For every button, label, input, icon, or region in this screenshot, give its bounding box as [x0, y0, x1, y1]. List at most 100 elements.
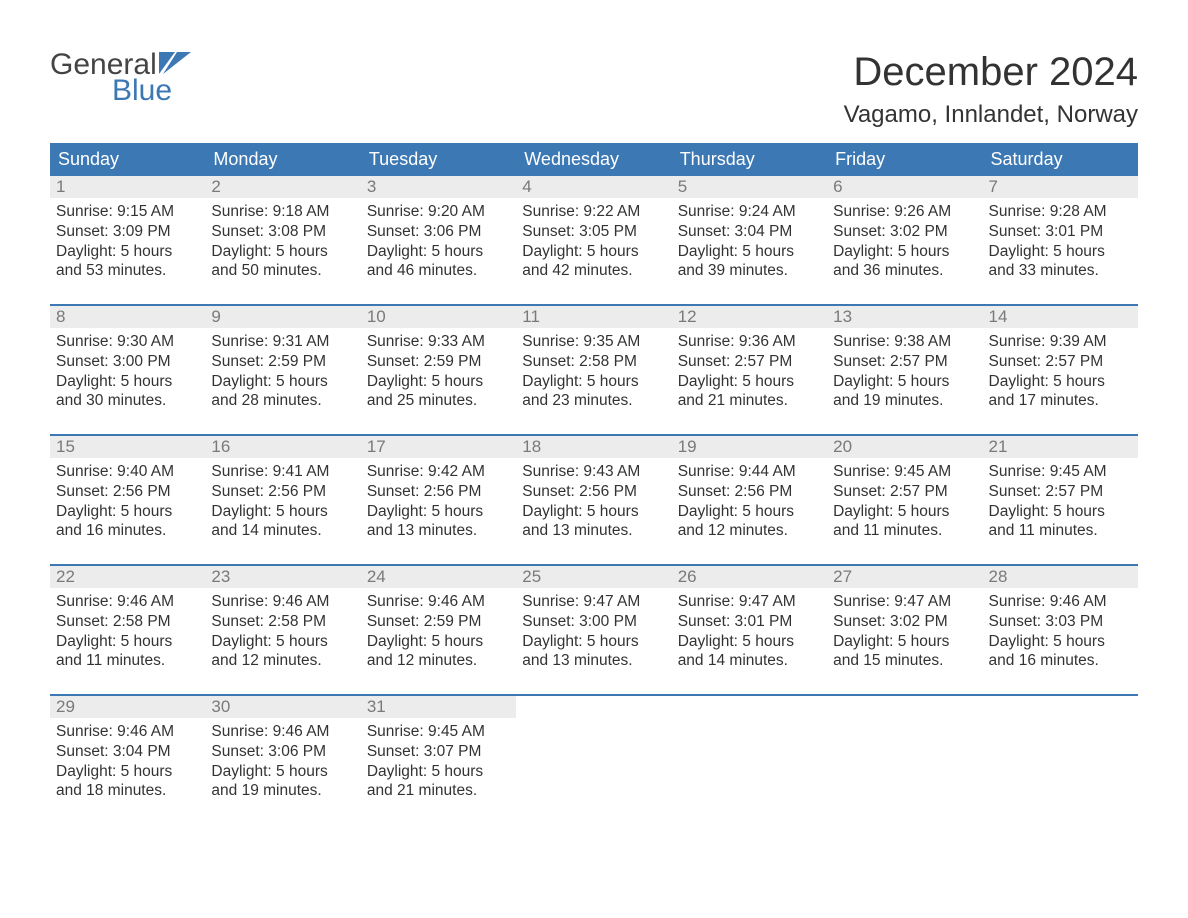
calendar-day: 2Sunrise: 9:18 AMSunset: 3:08 PMDaylight… [205, 176, 360, 294]
calendar-day: 6Sunrise: 9:26 AMSunset: 3:02 PMDaylight… [827, 176, 982, 294]
day-details: Sunrise: 9:47 AMSunset: 3:00 PMDaylight:… [516, 588, 671, 677]
day-details: Sunrise: 9:33 AMSunset: 2:59 PMDaylight:… [361, 328, 516, 417]
daylight-line: Daylight: 5 hours and 11 minutes. [833, 502, 976, 542]
calendar-day: 12Sunrise: 9:36 AMSunset: 2:57 PMDayligh… [672, 306, 827, 424]
daylight-line: Daylight: 5 hours and 21 minutes. [678, 372, 821, 412]
day-details: Sunrise: 9:40 AMSunset: 2:56 PMDaylight:… [50, 458, 205, 547]
day-number: 28 [983, 566, 1138, 588]
dow-sunday: Sunday [50, 143, 205, 176]
dow-saturday: Saturday [983, 143, 1138, 176]
sunset-line: Sunset: 2:58 PM [522, 352, 665, 372]
sunrise-line: Sunrise: 9:45 AM [833, 462, 976, 482]
day-number: 8 [50, 306, 205, 328]
calendar-day: 20Sunrise: 9:45 AMSunset: 2:57 PMDayligh… [827, 436, 982, 554]
calendar-week: 15Sunrise: 9:40 AMSunset: 2:56 PMDayligh… [50, 434, 1138, 554]
day-number: 13 [827, 306, 982, 328]
daylight-line: Daylight: 5 hours and 17 minutes. [989, 372, 1132, 412]
day-number: 5 [672, 176, 827, 198]
sunrise-line: Sunrise: 9:46 AM [367, 592, 510, 612]
sunset-line: Sunset: 2:56 PM [522, 482, 665, 502]
daylight-line: Daylight: 5 hours and 11 minutes. [56, 632, 199, 672]
sunrise-line: Sunrise: 9:30 AM [56, 332, 199, 352]
sunset-line: Sunset: 3:05 PM [522, 222, 665, 242]
sunset-line: Sunset: 3:06 PM [211, 742, 354, 762]
daylight-line: Daylight: 5 hours and 53 minutes. [56, 242, 199, 282]
day-number: 6 [827, 176, 982, 198]
sunrise-line: Sunrise: 9:31 AM [211, 332, 354, 352]
day-details: Sunrise: 9:44 AMSunset: 2:56 PMDaylight:… [672, 458, 827, 547]
day-details: Sunrise: 9:46 AMSunset: 2:58 PMDaylight:… [205, 588, 360, 677]
dow-friday: Friday [827, 143, 982, 176]
calendar-day: 14Sunrise: 9:39 AMSunset: 2:57 PMDayligh… [983, 306, 1138, 424]
daylight-line: Daylight: 5 hours and 19 minutes. [211, 762, 354, 802]
day-number: 15 [50, 436, 205, 458]
day-number: 9 [205, 306, 360, 328]
calendar-day: 10Sunrise: 9:33 AMSunset: 2:59 PMDayligh… [361, 306, 516, 424]
daylight-line: Daylight: 5 hours and 12 minutes. [367, 632, 510, 672]
sunset-line: Sunset: 3:06 PM [367, 222, 510, 242]
day-number: 4 [516, 176, 671, 198]
sunrise-line: Sunrise: 9:33 AM [367, 332, 510, 352]
sunset-line: Sunset: 3:04 PM [678, 222, 821, 242]
day-number: 3 [361, 176, 516, 198]
day-details: Sunrise: 9:15 AMSunset: 3:09 PMDaylight:… [50, 198, 205, 287]
daylight-line: Daylight: 5 hours and 19 minutes. [833, 372, 976, 412]
sunrise-line: Sunrise: 9:26 AM [833, 202, 976, 222]
day-details: Sunrise: 9:22 AMSunset: 3:05 PMDaylight:… [516, 198, 671, 287]
sunset-line: Sunset: 2:57 PM [678, 352, 821, 372]
calendar-day: 21Sunrise: 9:45 AMSunset: 2:57 PMDayligh… [983, 436, 1138, 554]
sunset-line: Sunset: 3:00 PM [56, 352, 199, 372]
day-number: 20 [827, 436, 982, 458]
day-number: 27 [827, 566, 982, 588]
sunset-line: Sunset: 3:09 PM [56, 222, 199, 242]
daylight-line: Daylight: 5 hours and 16 minutes. [56, 502, 199, 542]
sunrise-line: Sunrise: 9:41 AM [211, 462, 354, 482]
day-details: Sunrise: 9:38 AMSunset: 2:57 PMDaylight:… [827, 328, 982, 417]
day-details: Sunrise: 9:20 AMSunset: 3:06 PMDaylight:… [361, 198, 516, 287]
calendar-day: 28Sunrise: 9:46 AMSunset: 3:03 PMDayligh… [983, 566, 1138, 684]
sunrise-line: Sunrise: 9:45 AM [367, 722, 510, 742]
sunset-line: Sunset: 2:59 PM [367, 612, 510, 632]
calendar-week: 8Sunrise: 9:30 AMSunset: 3:00 PMDaylight… [50, 304, 1138, 424]
day-number: 11 [516, 306, 671, 328]
daylight-line: Daylight: 5 hours and 42 minutes. [522, 242, 665, 282]
title-block: December 2024 Vagamo, Innlandet, Norway [844, 50, 1138, 129]
day-details: Sunrise: 9:45 AMSunset: 2:57 PMDaylight:… [827, 458, 982, 547]
sunset-line: Sunset: 2:59 PM [367, 352, 510, 372]
day-details: Sunrise: 9:30 AMSunset: 3:00 PMDaylight:… [50, 328, 205, 417]
sunset-line: Sunset: 3:03 PM [989, 612, 1132, 632]
calendar-day: 22Sunrise: 9:46 AMSunset: 2:58 PMDayligh… [50, 566, 205, 684]
daylight-line: Daylight: 5 hours and 12 minutes. [211, 632, 354, 672]
daylight-line: Daylight: 5 hours and 39 minutes. [678, 242, 821, 282]
day-details: Sunrise: 9:47 AMSunset: 3:02 PMDaylight:… [827, 588, 982, 677]
day-details: Sunrise: 9:39 AMSunset: 2:57 PMDaylight:… [983, 328, 1138, 417]
daylight-line: Daylight: 5 hours and 46 minutes. [367, 242, 510, 282]
daylight-line: Daylight: 5 hours and 11 minutes. [989, 502, 1132, 542]
daylight-line: Daylight: 5 hours and 30 minutes. [56, 372, 199, 412]
day-details: Sunrise: 9:28 AMSunset: 3:01 PMDaylight:… [983, 198, 1138, 287]
sunset-line: Sunset: 2:59 PM [211, 352, 354, 372]
daylight-line: Daylight: 5 hours and 23 minutes. [522, 372, 665, 412]
day-number: 1 [50, 176, 205, 198]
day-number: 2 [205, 176, 360, 198]
sunset-line: Sunset: 3:01 PM [989, 222, 1132, 242]
calendar-day: 11Sunrise: 9:35 AMSunset: 2:58 PMDayligh… [516, 306, 671, 424]
calendar-week: 1Sunrise: 9:15 AMSunset: 3:09 PMDaylight… [50, 176, 1138, 294]
day-details: Sunrise: 9:46 AMSunset: 3:04 PMDaylight:… [50, 718, 205, 807]
sunrise-line: Sunrise: 9:40 AM [56, 462, 199, 482]
day-details: Sunrise: 9:36 AMSunset: 2:57 PMDaylight:… [672, 328, 827, 417]
calendar-week: 22Sunrise: 9:46 AMSunset: 2:58 PMDayligh… [50, 564, 1138, 684]
sunrise-line: Sunrise: 9:39 AM [989, 332, 1132, 352]
day-details: Sunrise: 9:46 AMSunset: 2:58 PMDaylight:… [50, 588, 205, 677]
sunrise-line: Sunrise: 9:46 AM [211, 592, 354, 612]
sunrise-line: Sunrise: 9:44 AM [678, 462, 821, 482]
sunrise-line: Sunrise: 9:15 AM [56, 202, 199, 222]
dow-thursday: Thursday [672, 143, 827, 176]
day-number: 14 [983, 306, 1138, 328]
dow-wednesday: Wednesday [516, 143, 671, 176]
calendar-day: 30Sunrise: 9:46 AMSunset: 3:06 PMDayligh… [205, 696, 360, 814]
day-number: 7 [983, 176, 1138, 198]
sunrise-line: Sunrise: 9:36 AM [678, 332, 821, 352]
daylight-line: Daylight: 5 hours and 14 minutes. [211, 502, 354, 542]
month-title: December 2024 [844, 50, 1138, 95]
